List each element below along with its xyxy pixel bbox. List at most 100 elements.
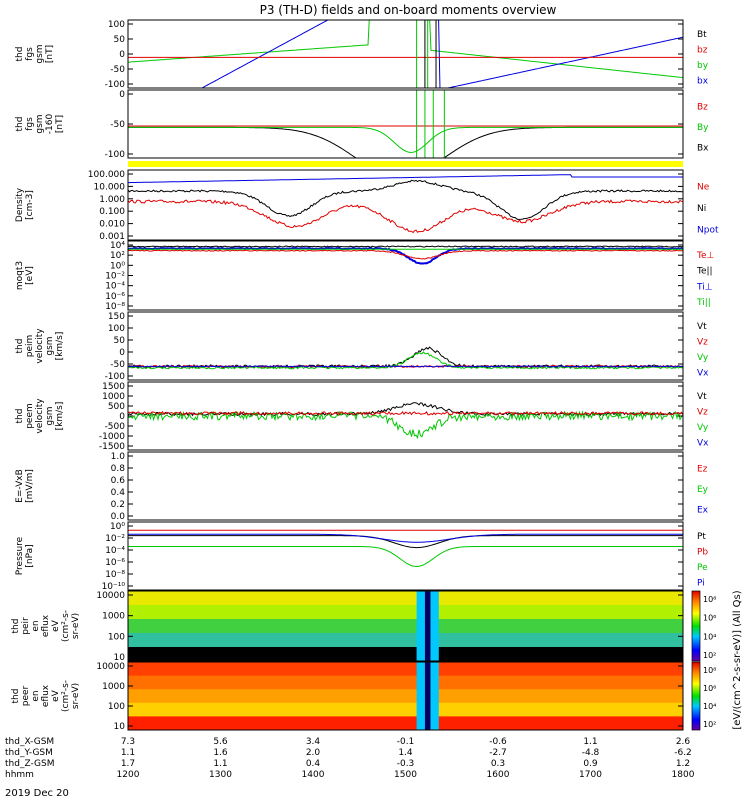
colorbar-tick: 10⁸ xyxy=(703,595,716,604)
xaxis-tick-label: 1500 xyxy=(394,770,417,780)
legend-vz-label: Vz xyxy=(697,337,708,347)
panel-7: E=-VxB [mV/m] 1.0 0.8 0.6 0.4 0.2 0.0 Ez Ey Ex xyxy=(15,451,709,522)
panel-7-ylabel-line: E=-VxB xyxy=(15,469,25,503)
panel-10-ytick: 1000 xyxy=(102,682,125,692)
legend-pi-label: Pi xyxy=(697,578,705,588)
panel-5-ytick: 0 xyxy=(119,348,125,358)
panel-7-frame xyxy=(127,451,684,521)
figure-title: P3 (TH-D) fields and on-board moments ov… xyxy=(260,3,557,17)
panel-6-frame xyxy=(127,381,684,451)
series-pi xyxy=(128,533,683,543)
xaxis-tick-label: 1.4 xyxy=(398,748,413,758)
panel-7-ytick: 0.0 xyxy=(111,512,126,522)
xaxis-tick-label: 1.2 xyxy=(676,759,690,769)
legend-bz-label: Bz xyxy=(697,102,708,112)
legend-by-label: by xyxy=(697,61,709,71)
panel-10-ytick: 100 xyxy=(108,702,125,712)
panel-9-ylabel-line: eV xyxy=(51,619,61,632)
series-pt xyxy=(128,535,683,549)
xaxis-tick-label: -6.2 xyxy=(674,748,692,758)
panel-1-ylabel-line: gsm xyxy=(35,44,45,63)
panel-10-ylabel-line: peer xyxy=(21,685,31,706)
panel-4-ytick: 10⁻⁶ xyxy=(105,292,125,302)
panel-7-ytick: 0.2 xyxy=(111,500,125,510)
series-te-par xyxy=(128,245,683,248)
legend-ne-label: Ne xyxy=(697,183,710,193)
panel-3: Density [cm-3] 100.000 10.000 1.000 0.100 0.01… xyxy=(15,169,719,242)
panel-9-ytick: 100 xyxy=(108,632,125,642)
spectrogram-band xyxy=(128,591,683,606)
panel-4-ytick: 10⁴ xyxy=(110,241,125,251)
legend-npot-label: Npot xyxy=(697,225,719,235)
panel-3-ytick: 100.000 xyxy=(88,170,125,180)
legend-bz-label: bz xyxy=(697,45,708,55)
panel-5-ylabel-line: velocity xyxy=(35,328,45,364)
series-te-perp xyxy=(128,249,683,260)
panel-8-ytick: 10⁻² xyxy=(105,534,125,544)
panel-1-plot xyxy=(128,20,683,88)
xaxis-tick-label: 1.1 xyxy=(213,759,227,769)
xaxis-tick-label: 1.1 xyxy=(583,737,597,747)
panel-6-plot xyxy=(128,402,683,440)
spectrogram-core xyxy=(424,662,431,730)
panel-5-ytick: -100 xyxy=(105,372,126,382)
panel-1-ytick: -50 xyxy=(110,65,125,75)
xaxis-tick-label: 1600 xyxy=(487,770,510,780)
xaxis-tick-label: 3.4 xyxy=(306,737,321,747)
panel-8-ytick: 10⁻⁸ xyxy=(105,570,125,580)
panel-5-frame xyxy=(127,311,684,381)
legend-ti-label: Ti|| xyxy=(696,298,711,308)
spectrogram-band xyxy=(128,675,683,690)
colorbar-label: [eV/(cm^2-s-sr-eV)] (All Qs) xyxy=(732,590,743,729)
xaxis-tick-label: -0.3 xyxy=(397,759,415,769)
series-pe xyxy=(128,546,683,567)
xaxis-tick-label: 1.7 xyxy=(121,759,135,769)
series-bx xyxy=(201,20,683,88)
xaxis-row-label: thd_Z-GSM xyxy=(5,759,54,769)
panel-6-ytick: -1500 xyxy=(99,442,125,452)
xaxis-tick-label: 0.9 xyxy=(583,759,598,769)
series-by xyxy=(128,126,683,153)
panel-4-ytick: 10⁰ xyxy=(110,261,125,271)
panel-9-frame xyxy=(127,590,684,662)
legend-by-label: By xyxy=(697,123,709,133)
spectrogram-band xyxy=(128,619,683,634)
panel-10-ytick: 10000 xyxy=(96,662,125,672)
spectrogram-band xyxy=(128,647,683,661)
panel-2-ytick: -100 xyxy=(105,150,126,160)
panel-1-ytick: 100 xyxy=(108,20,125,30)
panel-6-ytick: 1500 xyxy=(102,382,125,392)
panel-3-frame xyxy=(127,169,684,241)
series-vy xyxy=(128,410,683,440)
panel-9-ylabel-line: en xyxy=(31,620,41,631)
panel-5-ytick: 100 xyxy=(108,324,125,334)
panel-6-ylabel-line: gsm xyxy=(45,406,55,425)
panel-3-ytick: 10.000 xyxy=(94,182,126,192)
series-by xyxy=(128,20,683,79)
panel-2-ylabel-line: fgs xyxy=(25,117,35,131)
panel-9-ylabel-line: sr-eV) xyxy=(71,613,81,639)
panel-3-ytick: 1.000 xyxy=(99,195,125,205)
panel-7-ytick: 0.4 xyxy=(111,488,126,498)
series-vx xyxy=(128,365,683,368)
panel-4-ytick: 10⁻² xyxy=(105,272,125,282)
panel-8-ytick: 10⁻⁴ xyxy=(105,546,125,556)
panel-9-ytick: 10000 xyxy=(96,591,125,601)
colorbar-2: 10⁸ 10⁶ 10⁴ 10² xyxy=(691,661,716,731)
panel-3-ytick: 0.001 xyxy=(99,232,125,242)
panel-4-ylabel-line: moqt3 xyxy=(15,261,25,290)
panel-10-ylabel-line: (cm²-s- xyxy=(61,680,71,712)
panel-5-plot xyxy=(128,346,683,370)
panel-4-ylabel-line: [eV] xyxy=(25,266,35,285)
panel-1: thd fgs gsm [nT] 100 50 0 -50 -100 Bt bz by bx xyxy=(15,19,709,90)
legend-vt-label: Vt xyxy=(697,392,707,402)
panel-8-ytick: 10⁰ xyxy=(110,522,125,532)
panel-8-plot xyxy=(128,529,683,567)
panel-9-plot xyxy=(128,591,683,661)
colorbar-tick: 10² xyxy=(703,720,716,729)
spectrogram-band xyxy=(128,702,683,717)
panel-6-ylabel-line: [km/s] xyxy=(55,402,65,431)
panel-3-plot xyxy=(128,174,683,234)
legend-vx-label: Vx xyxy=(697,368,709,378)
